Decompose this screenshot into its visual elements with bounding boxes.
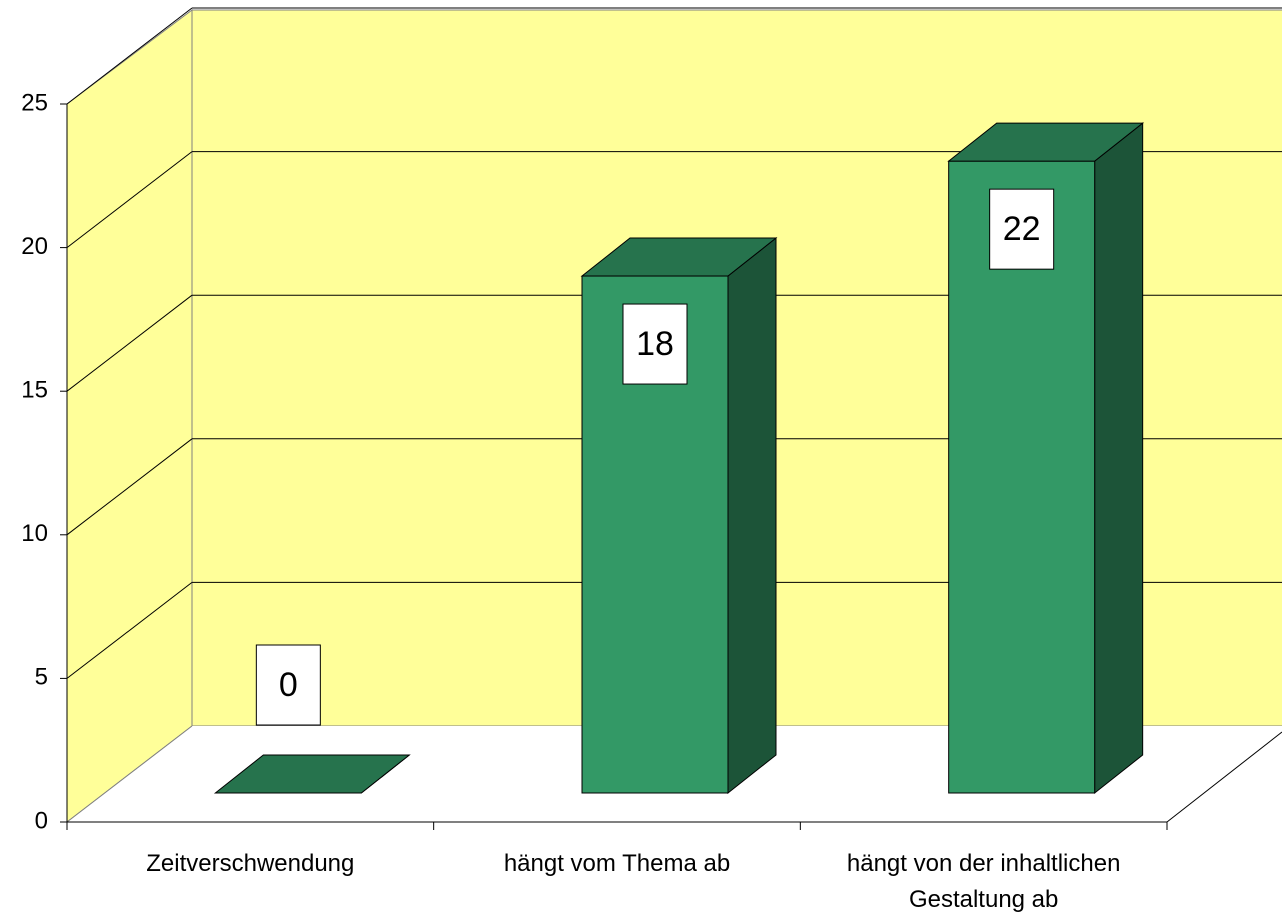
side-wall (66, 8, 193, 824)
floor-edge (1166, 731, 1282, 823)
value-label-box (255, 644, 321, 726)
x-tick-label: Zeitverschwendung (146, 850, 355, 877)
y-tick-label: 25 (21, 89, 48, 116)
grid-line (66, 294, 193, 392)
value-label-box (989, 188, 1055, 270)
value-label: 22 (1003, 210, 1041, 248)
bar-top (213, 754, 411, 794)
x-tick-label: hängt vom Thema ab (503, 850, 731, 877)
value-label-box (622, 303, 688, 385)
bar-top (947, 122, 1145, 162)
x-tick-label: hängt von der inhaltlichen Gestaltung ab (846, 850, 1121, 913)
value-label: 0 (279, 666, 298, 704)
floor-edge (66, 725, 193, 823)
bar-top (580, 237, 778, 277)
y-tick-label: 20 (21, 233, 48, 260)
grid-line (66, 151, 193, 248)
y-tick-label: 15 (21, 377, 48, 404)
y-tick-label: 5 (35, 664, 48, 691)
grid-line (66, 438, 193, 536)
y-tick-label: 10 (21, 520, 48, 547)
value-label: 18 (636, 325, 674, 363)
bar-side (1094, 122, 1144, 795)
grid-line (66, 7, 193, 105)
grid-line (66, 582, 193, 679)
y-tick-label: 0 (35, 807, 48, 834)
bar-side (727, 237, 777, 795)
